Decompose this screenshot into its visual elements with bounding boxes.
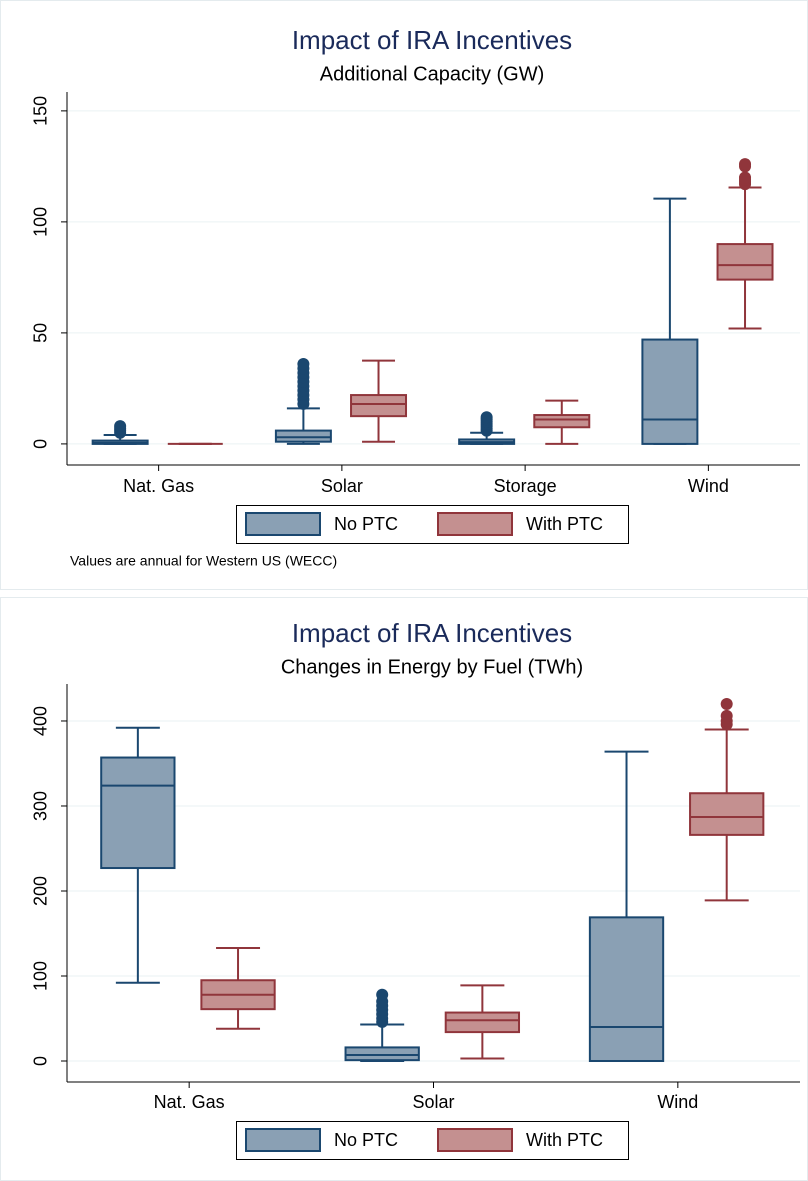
box — [274, 429, 332, 443]
legend-label: With PTC — [526, 514, 603, 534]
outlier — [376, 988, 389, 1001]
chart-subtitle: Additional Capacity (GW) — [320, 63, 545, 85]
box — [641, 338, 699, 445]
y-tick-label: 100 — [31, 207, 51, 237]
y-tick-label: 100 — [31, 961, 51, 991]
legend-swatch — [245, 512, 321, 536]
chart-title: Impact of IRA Incentives — [292, 618, 572, 648]
y-tick-label: 300 — [31, 791, 51, 821]
outlier — [297, 357, 310, 370]
y-tick-label: 200 — [31, 876, 51, 906]
y-tick-label: 0 — [31, 439, 51, 449]
x-tick-label: Solar — [412, 1092, 454, 1112]
outlier — [114, 420, 127, 433]
y-tick-label: 50 — [31, 323, 51, 343]
outlier — [480, 411, 493, 424]
box — [100, 756, 176, 870]
legend-swatch — [437, 1128, 513, 1152]
note: Values are annual for Western US (WECC) — [70, 553, 337, 569]
legend-swatch — [245, 1128, 321, 1152]
outlier — [739, 171, 752, 184]
box — [350, 394, 408, 418]
y-tick-label: 400 — [31, 706, 51, 736]
outlier — [720, 697, 733, 710]
panel — [0, 0, 808, 590]
legend-label: No PTC — [334, 1130, 398, 1150]
box — [689, 792, 765, 836]
chart-subtitle: Changes in Energy by Fuel (TWh) — [281, 656, 583, 678]
box — [533, 414, 591, 429]
box — [716, 243, 774, 281]
y-tick-label: 0 — [31, 1056, 51, 1066]
box — [444, 1011, 521, 1034]
x-tick-label: Wind — [688, 476, 729, 496]
legend-label: With PTC — [526, 1130, 603, 1150]
legend-swatch — [437, 512, 513, 536]
chart-title: Impact of IRA Incentives — [292, 25, 572, 55]
x-tick-label: Solar — [321, 476, 363, 496]
panel — [0, 597, 808, 1181]
x-tick-label: Storage — [494, 476, 557, 496]
outlier — [739, 158, 752, 171]
box — [344, 1046, 420, 1062]
box — [588, 916, 665, 1063]
y-tick-label: 150 — [31, 96, 51, 126]
x-tick-label: Nat. Gas — [123, 476, 194, 496]
legend-label: No PTC — [334, 514, 398, 534]
x-tick-label: Nat. Gas — [154, 1092, 225, 1112]
x-tick-label: Wind — [657, 1092, 698, 1112]
outlier — [720, 709, 733, 722]
